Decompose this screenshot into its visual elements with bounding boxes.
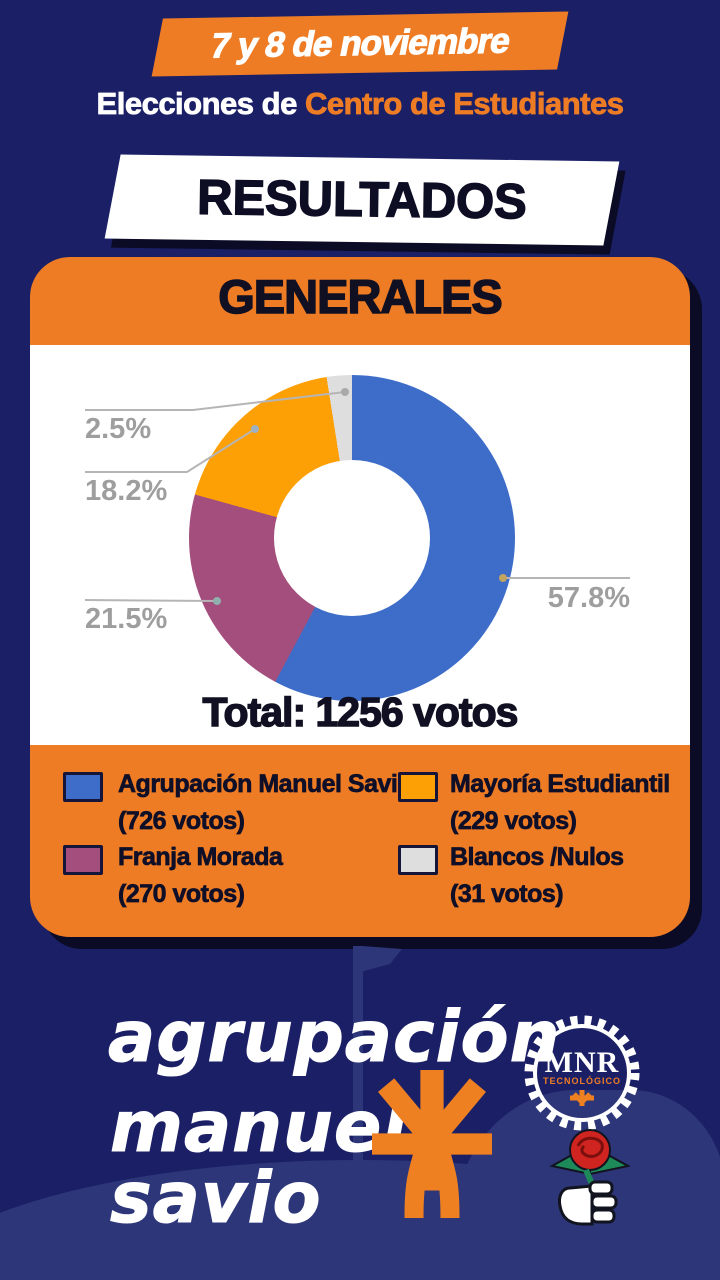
election-subtitle: Elecciones de Centro de Estudiantes [0, 86, 720, 122]
pct-label-mayoria: 18.2% [85, 475, 168, 507]
date-banner: 7 y 8 de noviembre [151, 11, 569, 77]
fist-and-rose-icon [549, 1129, 631, 1226]
results-banner-label: RESULTADOS [196, 170, 528, 230]
donut-chart-panel: 2.5% 18.2% 21.5% 57.8% Total: 1256 votos [30, 345, 690, 745]
legend-label-franja: Franja Morada [118, 843, 284, 872]
brand-line-2: manuel [109, 1086, 408, 1168]
donut-hole-wrap [189, 375, 515, 701]
legend-votes-savio: (726 votos) [118, 807, 246, 836]
legend-label-blancos: Blancos /Nulos [450, 843, 625, 872]
mnr-gear-icon: MNR TECNOLÓGICO [520, 1012, 644, 1134]
pct-label-blancos: 2.5% [85, 413, 152, 445]
legend-swatch-savio [63, 772, 103, 802]
date-banner-label: 7 y 8 de noviembre [207, 21, 514, 66]
mnr-gear-ring [524, 1015, 640, 1131]
legend-votes-blancos: (31 votos) [450, 880, 564, 909]
legend-label-savio: Agrupación Manuel Savio [118, 770, 413, 799]
mnr-name: MNR [544, 1046, 620, 1079]
card-title: GENERALES [218, 269, 504, 324]
legend-swatch-mayoria [398, 772, 438, 802]
brand-line-3: savio [110, 1157, 322, 1239]
pct-label-franja: 21.5% [85, 603, 168, 635]
brand-line-1: agrupación [107, 996, 561, 1078]
subtitle-orange-part: Centro de Estudiantes [304, 86, 625, 122]
flagpole-silhouette [353, 946, 363, 1186]
legend-votes-mayoria: (229 votos) [450, 807, 578, 836]
legend-label-mayoria: Mayoría Estudiantil [450, 770, 671, 799]
mnr-subtitle: TECNOLÓGICO [543, 1076, 621, 1086]
legend-swatch-franja [63, 845, 103, 875]
subtitle-white-part: Elecciones de [96, 86, 298, 122]
flag-silhouette [362, 946, 402, 972]
leader-lines [84, 388, 630, 605]
legend-votes-franja: (270 votos) [118, 880, 246, 909]
results-banner: RESULTADOS [104, 154, 620, 246]
legend-swatch-blancos [398, 845, 438, 875]
results-card: GENERALES 2.5% 18.2% 21.5% 57.8% Total: … [30, 257, 690, 937]
pct-label-savio: 57.8% [547, 582, 630, 614]
total-votes-label: Total: 1256 votos [202, 688, 519, 735]
donut-hole [274, 460, 430, 616]
utn-logo-icon [372, 1070, 492, 1218]
